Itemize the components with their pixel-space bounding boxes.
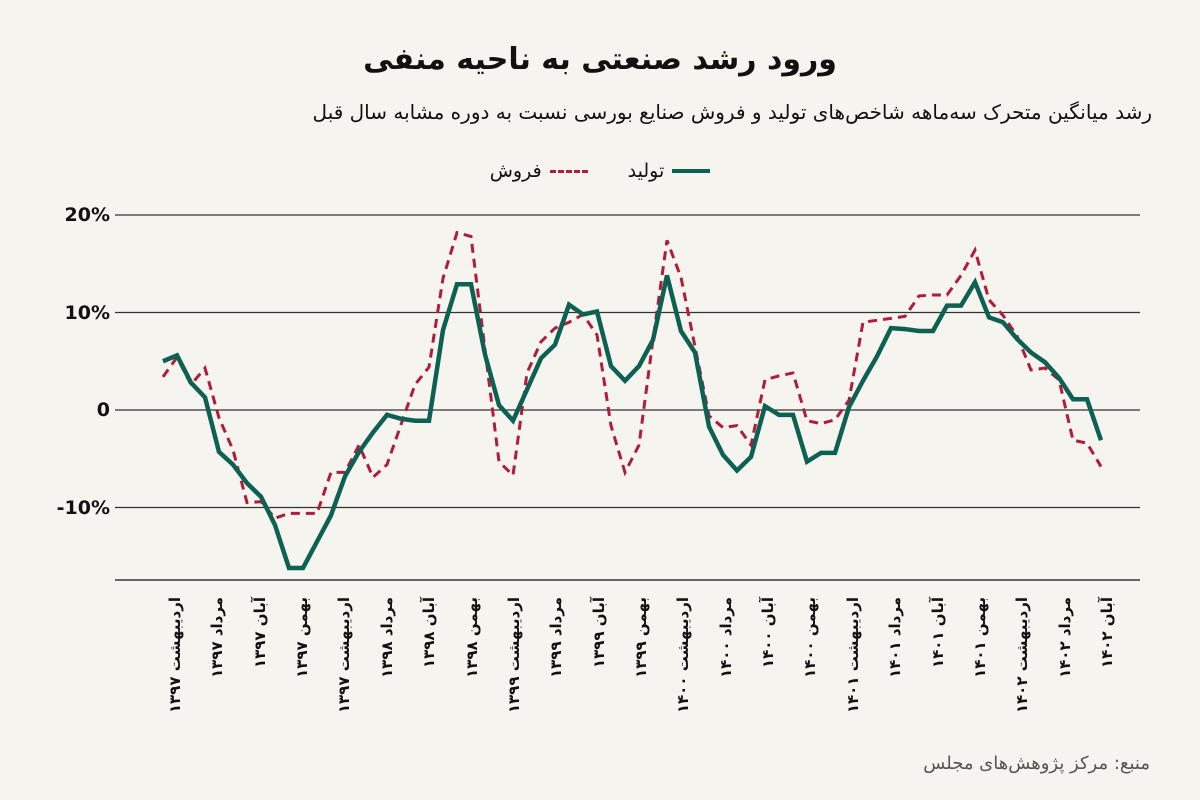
x-tick-label: آبان ۱۳۹۷ [250, 597, 269, 669]
x-tick-label: مرداد ۱۴۰۱ [886, 597, 905, 679]
chart-subtitle: رشد میانگین متحرک سه‌ماهه شاخص‌های تولید… [312, 100, 1152, 124]
series-line-production [162, 274, 1104, 571]
chart-title: ورود رشد صنعتی به ناحیه منفی [363, 42, 837, 77]
source-note: منبع: مرکز پژوهش‌های مجلس [923, 753, 1150, 774]
x-tick-label: آبان ۱۴۰۲ [1098, 597, 1116, 669]
legend-item-sales: فروش [490, 160, 588, 182]
legend-label-production: تولید [627, 160, 665, 182]
series-line-sales [161, 230, 1103, 520]
y-tick-label: 0 [96, 399, 110, 421]
x-tick-label: مرداد ۱۳۹۸ [377, 597, 396, 679]
legend: تولید فروش [0, 160, 1200, 182]
x-tick-label: بهمن ۱۳۹۹ [632, 597, 650, 678]
x-tick-label: بهمن ۱۴۰۰ [801, 597, 820, 678]
x-tick-label: آبان ۱۳۹۸ [420, 597, 439, 669]
x-tick-label: بهمن ۱۳۹۷ [293, 597, 312, 678]
x-tick-label: مرداد ۱۳۹۷ [208, 597, 227, 679]
legend-swatch-sales [549, 169, 588, 173]
x-tick-label: مرداد ۱۴۰۲ [1055, 597, 1074, 679]
x-tick-label: بهمن ۱۴۰۱ [970, 597, 989, 678]
x-tick-label: آبان ۱۳۹۹ [589, 597, 608, 669]
x-tick-label: آبان ۱۴۰۱ [928, 597, 947, 669]
y-tick-label: 20% [64, 204, 110, 226]
x-tick-label: اردیبهشت ۱۴۰۲ [1013, 597, 1032, 714]
x-tick-label: اردیبهشت ۱۳۹۹ [504, 597, 523, 714]
legend-label-sales: فروش [489, 160, 542, 182]
y-tick-label: 10% [64, 301, 110, 324]
x-tick-label: مرداد ۱۴۰۰ [716, 597, 735, 679]
x-tick-label: مرداد ۱۳۹۹ [547, 597, 566, 679]
x-tick-label: آبان ۱۴۰۰ [759, 597, 778, 669]
x-tick-label: بهمن ۱۳۹۸ [462, 597, 481, 678]
x-tick-label: اردیبهشت ۱۳۹۷ [166, 597, 184, 714]
y-tick-label: -10% [56, 496, 110, 519]
x-tick-label: اردیبهشت ۱۴۰۱ [843, 597, 862, 714]
legend-item-production: تولید [628, 160, 711, 182]
legend-swatch-production [672, 169, 711, 173]
x-tick-label: اردیبهشت ۱۴۰۰ [674, 597, 693, 714]
x-tick-label: اردیبهشت ۱۳۹۷ [335, 597, 354, 714]
